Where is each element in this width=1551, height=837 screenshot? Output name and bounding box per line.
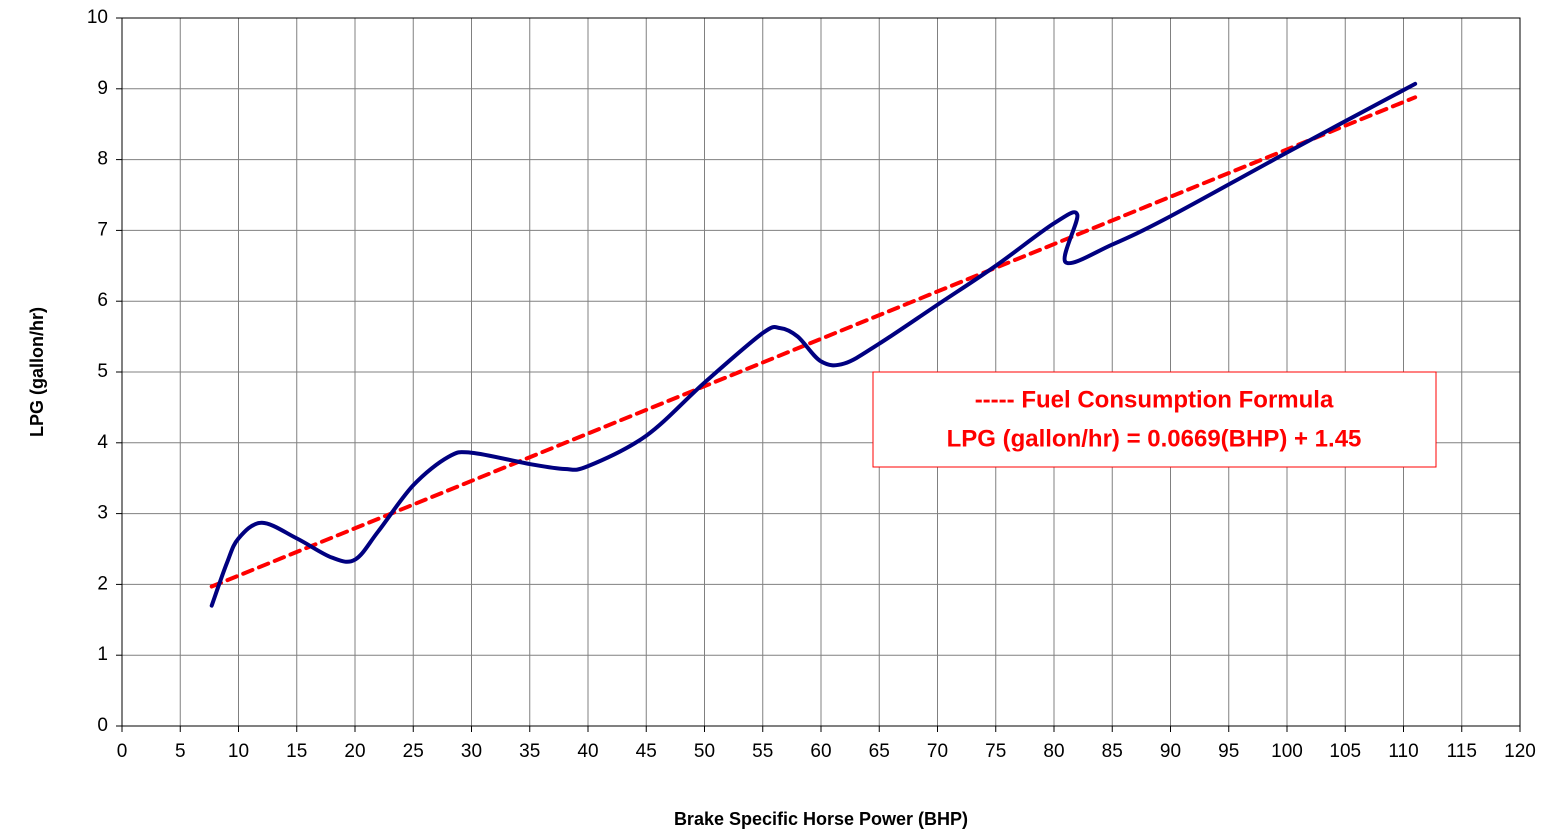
- y-tick-label: 5: [97, 361, 108, 382]
- x-tick-label: 110: [1388, 741, 1418, 762]
- x-tick-label: 115: [1447, 741, 1477, 762]
- x-tick-label: 50: [694, 741, 715, 762]
- y-tick-label: 0: [97, 715, 108, 736]
- y-tick-label: 9: [97, 78, 108, 99]
- x-tick-label: 45: [636, 741, 657, 762]
- x-tick-label: 90: [1160, 741, 1181, 762]
- y-tick-label: 7: [97, 219, 108, 240]
- x-tick-label: 65: [869, 741, 890, 762]
- y-axis-label: LPG (gallon/hr): [27, 307, 47, 437]
- x-tick-label: 0: [117, 741, 128, 762]
- x-tick-label: 20: [344, 741, 365, 762]
- x-tick-label: 25: [403, 741, 424, 762]
- y-tick-label: 1: [97, 644, 108, 665]
- x-tick-label: 85: [1102, 741, 1123, 762]
- plot-border: [121, 17, 1521, 727]
- y-tick-label: 4: [97, 432, 108, 453]
- x-axis-label: Brake Specific Horse Power (BHP): [674, 809, 968, 829]
- x-tick-label: 5: [175, 741, 186, 762]
- x-tick-label: 75: [985, 741, 1006, 762]
- annotation: ----- Fuel Consumption Formula: [975, 386, 1334, 413]
- x-tick-label: 100: [1271, 741, 1303, 762]
- annotation-box: [872, 371, 1437, 468]
- x-tick-label: 70: [927, 741, 948, 762]
- x-tick-label: 10: [228, 741, 249, 762]
- y-tick-label: 8: [97, 149, 108, 170]
- annotation: LPG (gallon/hr) = 0.0669(BHP) + 1.45: [947, 425, 1362, 452]
- y-tick-label: 3: [97, 503, 108, 524]
- x-tick-label: 15: [286, 741, 307, 762]
- y-tick-label: 2: [97, 573, 108, 594]
- x-tick-label: 30: [461, 741, 482, 762]
- x-tick-label: 35: [519, 741, 540, 762]
- x-tick-label: 105: [1329, 741, 1361, 762]
- x-tick-label: 95: [1218, 741, 1239, 762]
- y-tick-label: 10: [87, 7, 108, 28]
- x-tick-label: 55: [752, 741, 773, 762]
- x-tick-label: 40: [577, 741, 598, 762]
- x-tick-label: 60: [810, 741, 831, 762]
- y-tick-label: 6: [97, 290, 108, 311]
- x-tick-label: 120: [1504, 741, 1536, 762]
- x-tick-label: 80: [1043, 741, 1064, 762]
- trend-line: [209, 95, 1418, 589]
- data-line: [209, 81, 1418, 608]
